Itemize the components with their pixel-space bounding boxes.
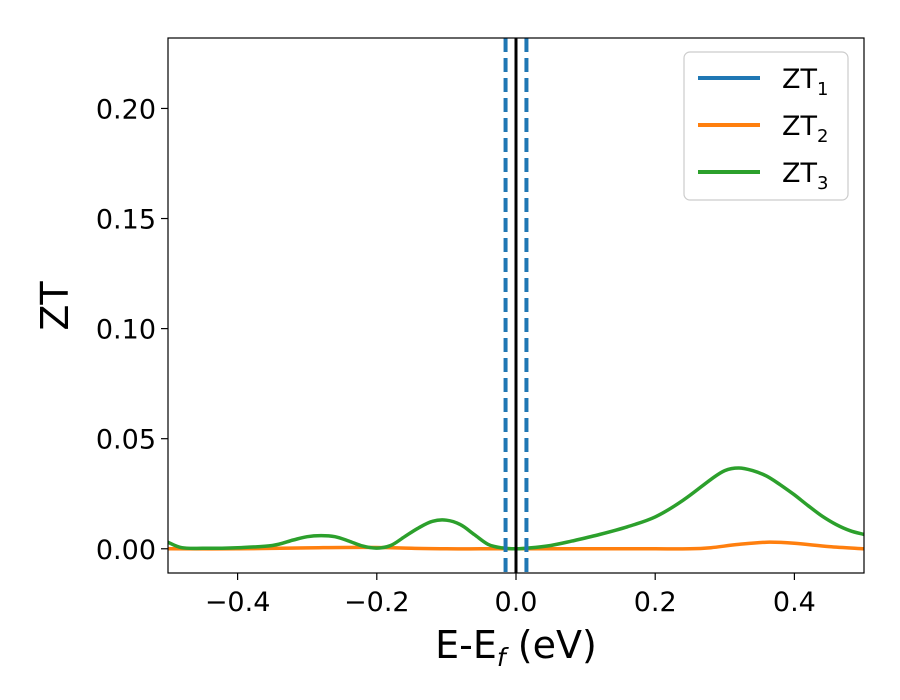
y-tick-label: 0.20 [96, 94, 156, 125]
legend-label-zt3: ZT3 [782, 158, 828, 194]
x-tick-label: −0.4 [205, 587, 271, 618]
series-line-zt2 [168, 540, 864, 551]
legend-label-zt1: ZT1 [782, 64, 828, 100]
reference-lines [503, 38, 529, 573]
series-layer [168, 466, 864, 551]
y-tick-label: 0.00 [96, 535, 156, 566]
y-tick-label: 0.05 [96, 425, 156, 456]
legend-box [683, 51, 849, 201]
series-line-zt3 [168, 466, 864, 551]
x-axis-title-unit: (eV) [506, 623, 597, 667]
x-tick-label: 0.4 [773, 587, 816, 618]
x-tick-label: 0.2 [634, 587, 677, 618]
y-axis-ticks: 0.00 0.05 0.10 0.15 0.20 [96, 94, 168, 566]
x-tick-label: 0.0 [495, 587, 538, 618]
y-axis-title: ZT [33, 281, 77, 331]
legend: ZT1 ZT2 ZT3 [683, 51, 849, 201]
plot-frame [167, 37, 865, 574]
x-axis-ticks: −0.4 −0.2 0.0 0.2 0.4 [205, 573, 816, 618]
y-tick-label: 0.15 [96, 205, 156, 236]
legend-label-zt2: ZT2 [782, 111, 828, 147]
y-tick-label: 0.10 [96, 315, 156, 346]
x-axis-title: E-Ef (eV) [435, 623, 597, 672]
x-tick-label: −0.2 [344, 587, 410, 618]
